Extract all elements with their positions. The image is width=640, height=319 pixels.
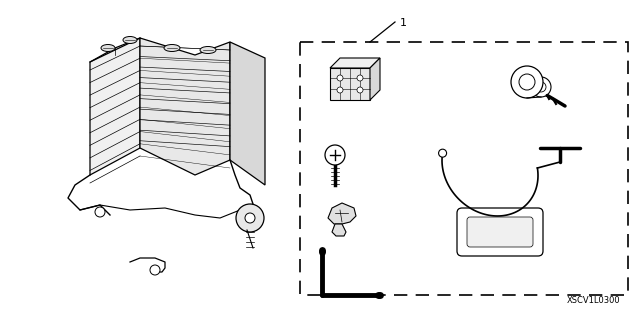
Circle shape (337, 75, 343, 81)
Circle shape (438, 149, 447, 157)
Ellipse shape (200, 47, 216, 54)
Polygon shape (370, 58, 380, 100)
Circle shape (150, 265, 160, 275)
Text: 1: 1 (400, 18, 407, 28)
Polygon shape (330, 58, 380, 68)
Ellipse shape (101, 44, 115, 51)
Polygon shape (90, 38, 140, 175)
Circle shape (519, 74, 535, 90)
Circle shape (511, 66, 543, 98)
Polygon shape (328, 203, 356, 224)
Circle shape (337, 87, 343, 93)
Bar (300, 42, 628, 295)
Polygon shape (332, 224, 346, 236)
Circle shape (95, 207, 105, 217)
Circle shape (531, 77, 551, 97)
Circle shape (325, 145, 345, 165)
FancyBboxPatch shape (457, 208, 543, 256)
Polygon shape (230, 42, 265, 185)
Ellipse shape (164, 44, 180, 51)
Circle shape (236, 204, 264, 232)
Circle shape (357, 87, 363, 93)
Polygon shape (140, 38, 230, 175)
FancyBboxPatch shape (467, 217, 533, 247)
Circle shape (536, 82, 546, 92)
Polygon shape (330, 68, 370, 100)
Ellipse shape (123, 36, 137, 43)
Circle shape (357, 75, 363, 81)
Circle shape (245, 213, 255, 223)
Text: XSCV1L0300: XSCV1L0300 (566, 296, 620, 305)
